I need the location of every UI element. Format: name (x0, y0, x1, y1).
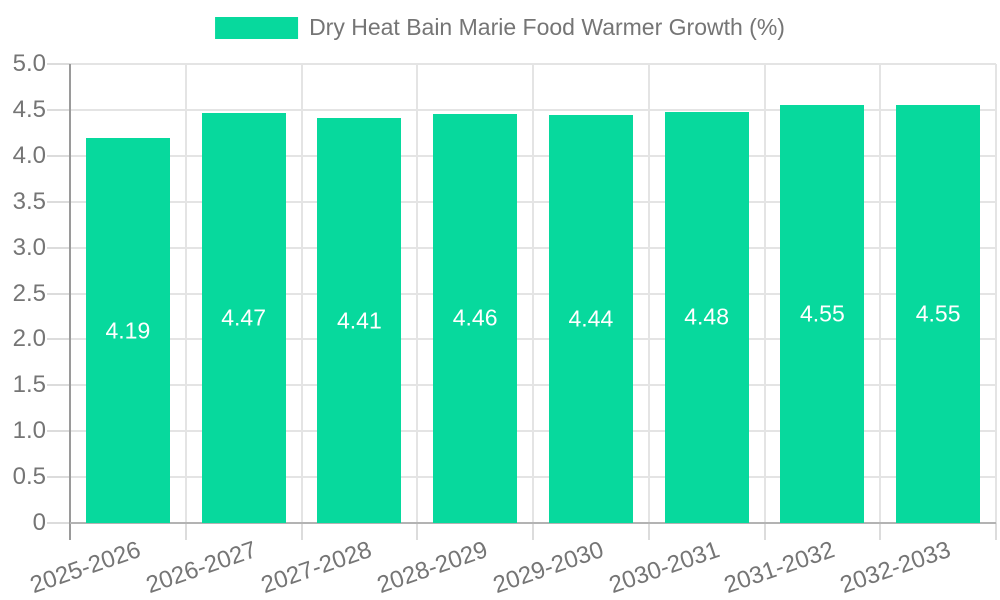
bar-value-label: 4.47 (221, 304, 266, 331)
y-axis-tick-label: 2.5 (12, 280, 46, 307)
x-axis-tick (648, 523, 650, 540)
y-axis-tick-label: 5.0 (12, 50, 46, 77)
y-axis-tick-label: 4.0 (12, 142, 46, 169)
bar (201, 112, 286, 523)
x-axis-line (70, 522, 996, 524)
x-axis-tick (995, 523, 997, 540)
bar (664, 111, 749, 523)
y-axis-tick-label: 0 (32, 509, 46, 536)
x-axis-tick (185, 523, 187, 540)
y-axis-tick (47, 430, 70, 432)
bar (85, 138, 170, 523)
x-axis-tick (416, 523, 418, 540)
gridline-vertical (648, 64, 650, 523)
bar (780, 105, 865, 523)
bar-value-label: 4.19 (105, 317, 151, 344)
y-axis-tick (47, 522, 70, 524)
gridline-vertical (301, 64, 303, 523)
y-axis-tick (47, 293, 70, 295)
y-axis-tick (47, 384, 70, 386)
bar (896, 105, 981, 523)
gridline-vertical (185, 64, 187, 523)
x-axis-tick (301, 523, 303, 540)
bar-value-label: 4.55 (799, 300, 845, 327)
y-axis-tick (47, 155, 70, 157)
y-axis-tick-label: 4.5 (12, 96, 46, 123)
bar (433, 113, 518, 523)
gridline-vertical (995, 64, 997, 523)
y-axis-line (69, 64, 71, 540)
bar-value-label: 4.41 (336, 307, 382, 334)
bar-value-label: 4.48 (684, 303, 729, 330)
y-axis-tick-label: 2.0 (12, 325, 46, 352)
legend[interactable]: Dry Heat Bain Marie Food Warmer Growth (… (215, 14, 785, 41)
gridline-vertical (532, 64, 534, 523)
y-axis-tick-label: 0.5 (12, 463, 46, 490)
y-axis-tick-label: 1.5 (12, 371, 46, 398)
bar (317, 118, 402, 523)
y-axis-tick-label: 3.5 (12, 188, 46, 215)
y-axis-tick (47, 476, 70, 478)
gridline-vertical (879, 64, 881, 523)
bar-value-label: 4.44 (568, 305, 614, 332)
y-axis-tick (47, 109, 70, 111)
x-axis-tick (879, 523, 881, 540)
bar (548, 115, 633, 523)
legend-label: Dry Heat Bain Marie Food Warmer Growth (… (309, 14, 785, 40)
y-axis-tick-label: 1.0 (12, 417, 46, 444)
y-axis-tick (47, 63, 70, 65)
x-axis-tick (532, 523, 534, 540)
gridline-vertical (416, 64, 418, 523)
y-axis-tick-label: 3.0 (12, 234, 46, 261)
x-axis-tick (764, 523, 766, 540)
y-axis-tick (47, 201, 70, 203)
y-axis-tick (47, 247, 70, 249)
y-axis-tick (47, 338, 70, 340)
gridline-vertical (764, 64, 766, 523)
legend-swatch (215, 16, 299, 39)
bar-value-label: 4.55 (915, 300, 961, 327)
bar-value-label: 4.46 (452, 304, 498, 331)
